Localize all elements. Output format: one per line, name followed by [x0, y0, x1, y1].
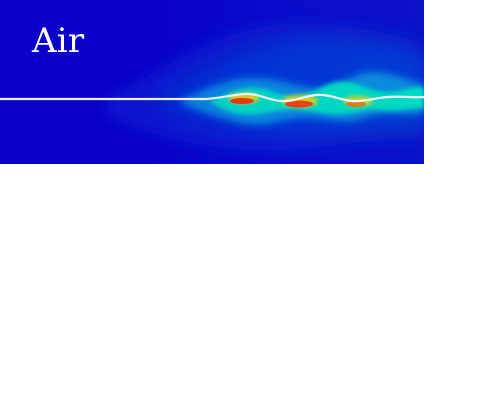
fluid-label-air: Air	[32, 21, 85, 61]
subtle-color-overlay	[0, 0, 424, 164]
air-flow-field-visualization	[0, 0, 424, 164]
air-flow-field-panel: Air	[0, 0, 424, 164]
